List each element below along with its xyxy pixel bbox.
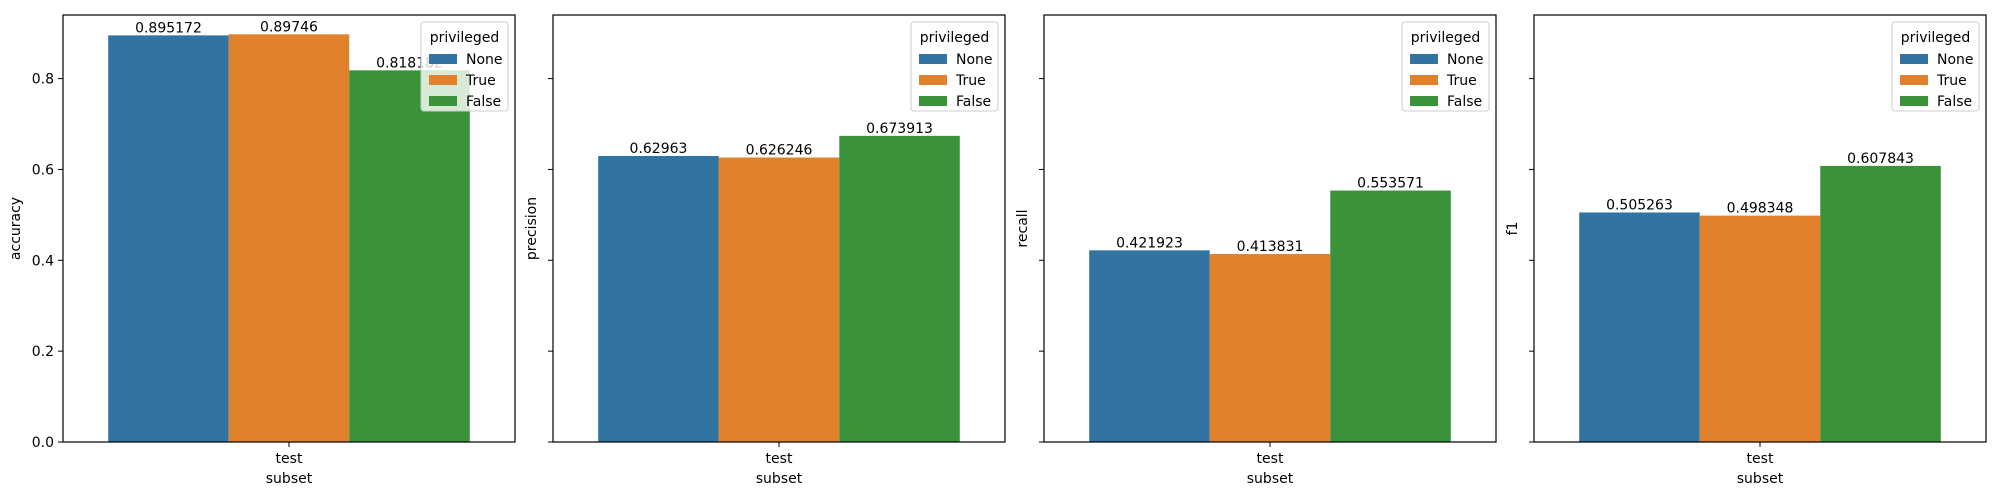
- legend-box: [910, 21, 999, 112]
- data-label-none: 0.421923: [1116, 235, 1183, 251]
- y-axis-label: recall: [1015, 209, 1031, 247]
- data-label-false: 0.673913: [866, 121, 933, 137]
- legend-swatch-none: [1900, 54, 1928, 64]
- legend-title: privileged: [1411, 30, 1481, 46]
- legend-item-true: True: [1446, 73, 1477, 89]
- legend-swatch-false: [919, 96, 947, 106]
- legend-title: privileged: [1901, 30, 1971, 46]
- legend-item-true: True: [955, 73, 986, 89]
- y-axis-label: f1: [1505, 222, 1521, 236]
- legend-swatch-none: [919, 54, 947, 64]
- bar-false: [1820, 165, 1941, 442]
- x-tick-label: test: [1747, 451, 1774, 467]
- legend-swatch-true: [429, 75, 457, 85]
- bar-false: [349, 70, 470, 442]
- legend-item-none: None: [1937, 52, 1974, 68]
- chart-panel-precision: 0.62963 0.626246 0.673913 test subset precisi…: [524, 14, 1006, 487]
- x-axis-label: subset: [756, 471, 803, 487]
- y-tick-label: 0.6: [32, 162, 54, 178]
- bar-none: [1089, 250, 1210, 442]
- x-axis-label: subset: [1247, 471, 1294, 487]
- legend: privileged None True False: [1891, 21, 1980, 112]
- bar-none: [1579, 212, 1700, 442]
- legend-title: privileged: [920, 30, 990, 46]
- bar-none: [108, 35, 229, 443]
- data-label-false: 0.553571: [1357, 176, 1424, 192]
- legend-swatch-none: [1410, 54, 1438, 64]
- legend-box: [1891, 21, 1980, 112]
- x-tick-label: test: [1257, 451, 1284, 467]
- bar-false: [1330, 190, 1451, 442]
- data-label-none: 0.505263: [1606, 197, 1673, 213]
- y-axis-label: precision: [524, 197, 540, 260]
- legend-item-true: True: [1936, 73, 1967, 89]
- legend-swatch-true: [919, 75, 947, 85]
- chart-panel-accuracy: 0.895172 0.897460.8181820.00.20.40.60.8te…: [8, 14, 516, 487]
- x-axis-label: subset: [1737, 471, 1784, 487]
- bar-true: [1699, 215, 1821, 442]
- data-label-true: 0.626246: [746, 143, 813, 159]
- y-tick-label: 0.4: [32, 253, 54, 269]
- legend: privileged None True False: [420, 21, 509, 112]
- y-tick-label: 0.2: [32, 344, 54, 360]
- bar-false: [839, 135, 960, 442]
- bar-true: [718, 157, 840, 442]
- y-tick-label: 0.8: [32, 72, 54, 88]
- legend: privileged None True False: [1401, 21, 1490, 112]
- legend-item-false: False: [1937, 94, 1972, 110]
- x-tick-label: test: [766, 451, 793, 467]
- legend-item-false: False: [1447, 94, 1482, 110]
- data-label-none: 0.895172: [135, 20, 202, 36]
- legend-swatch-none: [429, 54, 457, 64]
- data-label-false: 0.607843: [1847, 151, 1914, 167]
- chart-panel-f1: 0.505263 0.498348 0.607843 test subset f1 priv…: [1505, 14, 1987, 487]
- chart-panel-recall: 0.421923 0.413831 0.553571 test subset recall…: [1015, 14, 1497, 487]
- legend-swatch-false: [429, 96, 457, 106]
- bar-true: [228, 34, 350, 442]
- legend-item-false: False: [956, 94, 991, 110]
- legend-box: [1401, 21, 1490, 112]
- x-axis-label: subset: [266, 471, 313, 487]
- legend: privileged None True False: [910, 21, 999, 112]
- y-axis-label: accuracy: [8, 197, 24, 260]
- data-label-true: 0.498348: [1727, 201, 1794, 217]
- legend-swatch-false: [1900, 96, 1928, 106]
- legend-title: privileged: [430, 30, 500, 46]
- legend-item-true: True: [465, 73, 496, 89]
- bar-none: [598, 155, 719, 443]
- data-label-true: 0.413831: [1237, 239, 1304, 255]
- data-label-none: 0.62963: [630, 141, 688, 157]
- x-tick-label: test: [276, 451, 303, 467]
- y-tick-label: 0.0: [32, 435, 54, 451]
- legend-swatch-true: [1900, 75, 1928, 85]
- legend-item-none: None: [466, 52, 503, 68]
- legend-swatch-false: [1410, 96, 1438, 106]
- legend-item-none: None: [1447, 52, 1484, 68]
- data-label-true: 0.89746: [260, 19, 318, 35]
- bar-true: [1209, 254, 1331, 442]
- legend-swatch-true: [1410, 75, 1438, 85]
- legend-box: [420, 21, 509, 112]
- legend-item-none: None: [956, 52, 993, 68]
- legend-item-false: False: [466, 94, 501, 110]
